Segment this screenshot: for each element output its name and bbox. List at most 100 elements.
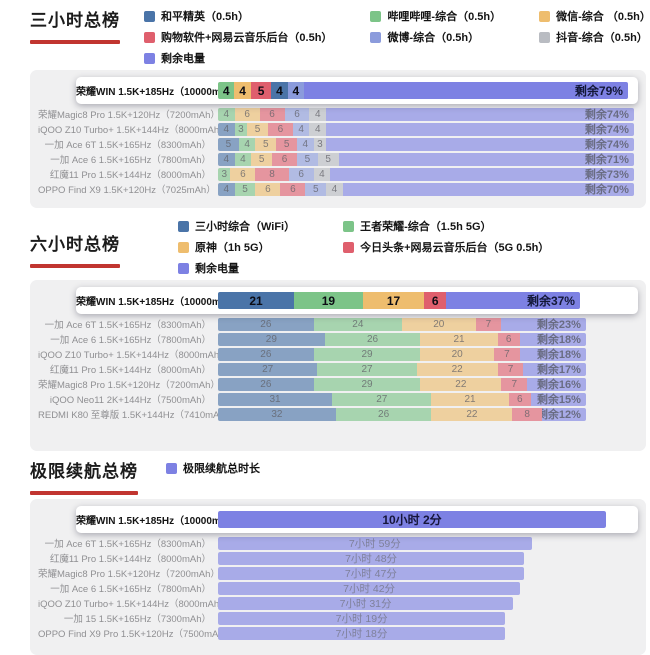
bar-segment: 29	[218, 332, 325, 346]
section-header-endurance: 极限续航总榜 极限续航总时长	[0, 451, 650, 499]
legend-item-label: 极限续航总时长	[183, 463, 260, 475]
bar-segment: 4	[326, 182, 343, 196]
bar-segment: 4	[218, 182, 235, 196]
bar-segment: 5	[305, 182, 327, 196]
legend-item: 哔哩哔哩-综合（0.5h）	[370, 8, 501, 24]
legend-swatch-icon	[343, 220, 355, 232]
bar-segment: 5	[250, 82, 272, 99]
legend-column: 王者荣耀-综合（1.5h 5G） 今日头条+网易云音乐后台（5G 0.5h）	[343, 218, 549, 255]
bar-track: 27 27 22 7 剩余17%	[218, 362, 586, 376]
chart-row: 一加 Ace 6 1.5K+165Hz（7800mAh） 7小时 42分	[38, 581, 638, 595]
chart-row: 荣耀Magic8 Pro 1.5K+120Hz（7200mAh） 26 29 22 7 剩…	[38, 377, 638, 391]
legend-swatch-icon	[144, 10, 155, 22]
bar-track: 7小时 48分	[218, 551, 612, 565]
bar-segment: 5	[317, 152, 339, 166]
bar-segment: 21	[420, 332, 498, 346]
chart-row: 一加 Ace 6T 1.5K+165Hz（8300mAh） 26 24 20 7 剩余23…	[38, 317, 638, 331]
legend-swatch-icon	[178, 220, 189, 232]
bar-segment: 20	[420, 347, 494, 361]
legend-item-label: 微博-综合（0.5h）	[387, 32, 480, 44]
bar-segment: 4	[313, 167, 331, 181]
row-label: 一加 Ace 6T 1.5K+165Hz（8300mAh）	[44, 320, 211, 331]
remaining-segment: 剩余16%	[527, 377, 586, 391]
title-underline	[30, 264, 120, 268]
duration-bar: 7小时 48分	[218, 551, 525, 565]
bar-track: 7小时 19分	[218, 611, 612, 625]
legend-column: 极限续航总时长	[166, 460, 260, 476]
row-label: OPPO Find X9 Pro 1.5K+120Hz（7500mAh）	[38, 629, 218, 640]
remaining-segment: 剩余73%	[330, 167, 634, 181]
bar-segment: 26	[218, 347, 314, 361]
bar-segment: 31	[218, 392, 333, 406]
duration-bar: 10小时 2分	[218, 511, 606, 528]
legend-swatch-icon	[178, 262, 189, 274]
bar-track: 29 26 21 6 剩余18%	[218, 332, 586, 346]
bar-segment: 27	[332, 392, 432, 406]
row-label: iQOO Z10 Turbo+ 1.5K+144Hz（8000mAh）	[38, 599, 218, 610]
legend-item-label: 哔哩哔哩-综合（0.5h）	[387, 11, 502, 23]
chart-row: iQOO Neo11 2K+144Hz（7500mAh） 31 27 21 6 剩余15%	[38, 392, 638, 406]
bar-segment: 4	[309, 122, 327, 136]
legend-item: 购物软件+网易云音乐后台（0.5h）	[144, 29, 332, 45]
row-label: 红魔11 Pro 1.5K+144Hz（8000mAh）	[49, 170, 211, 181]
bar-segment: 29	[313, 377, 421, 391]
remaining-segment: 剩余70%	[342, 182, 634, 196]
row-label: 荣耀WIN 1.5K+185Hz（10000mAh）	[76, 87, 218, 98]
legend-item: 王者荣耀-综合（1.5h 5G）	[343, 218, 549, 234]
bar-segment: 4	[218, 122, 235, 136]
remaining-segment: 剩余74%	[326, 122, 634, 136]
bar-segment: 4	[287, 82, 305, 99]
bar-segment: 6	[280, 182, 306, 196]
bar-segment: 4	[297, 137, 314, 151]
duration-bar: 7小时 18分	[218, 626, 505, 640]
row-label: 一加 Ace 6T 1.5K+165Hz（8300mAh）	[44, 539, 211, 550]
chart-row: 荣耀Magic8 Pro 1.5K+120Hz（7200mAh） 7小时 47分	[38, 566, 638, 580]
legend-6h: 三小时综合（WiFi） 原神（1h 5G） 剩余电量 王者荣耀-综合（1.5h 5G）…	[178, 218, 549, 276]
bar-segment: 6	[255, 182, 281, 196]
duration-bar: 7小时 59分	[218, 536, 532, 550]
bar-segment: 26	[218, 317, 314, 331]
chart-row: 荣耀WIN 1.5K+185Hz（10000mAh）10小时 2分	[76, 506, 638, 533]
bar-segment: 5	[276, 137, 298, 151]
remaining-segment: 剩余18%	[519, 332, 586, 346]
bar-segment: 19	[294, 292, 363, 309]
bar-segment: 22	[420, 377, 502, 391]
legend-3h: 和平精英（0.5h） 购物软件+网易云音乐后台（0.5h） 剩余电量 哔哩哔哩-综合（…	[144, 8, 650, 66]
bar-segment: 5	[247, 122, 268, 136]
section-title-block-6h: 六小时总榜	[30, 230, 120, 268]
section-title-endurance: 极限续航总榜	[30, 462, 138, 481]
bar-segment: 4	[309, 107, 327, 121]
bar-segment: 6	[272, 152, 297, 166]
bar-segment: 4	[234, 82, 251, 99]
bar-segment: 22	[416, 362, 498, 376]
bar-segment: 7	[475, 317, 502, 331]
chart-row: iQOO Z10 Turbo+ 1.5K+144Hz（8000mAh） 7小时 3…	[38, 596, 638, 610]
chart-row: 一加 15 1.5K+165Hz（7300mAh） 7小时 19分	[38, 611, 638, 625]
chart-row: 红魔11 Pro 1.5K+144Hz（8000mAh） 7小时 48分	[38, 551, 638, 565]
legend-item-label: 原神（1h 5G）	[195, 242, 270, 254]
title-underline	[30, 40, 120, 44]
bar-segment: 3	[313, 137, 327, 151]
legend-item: 剩余电量	[144, 50, 332, 66]
chart-3h: 荣耀WIN 1.5K+185Hz（10000mAh）44544剩余79%荣耀Ma…	[30, 70, 646, 208]
section-title-block-endurance: 极限续航总榜	[30, 457, 138, 495]
legend-column: 哔哩哔哩-综合（0.5h） 微博-综合（0.5h）	[370, 8, 501, 45]
section-header-3h: 三小时总榜 和平精英（0.5h） 购物软件+网易云音乐后台（0.5h） 剩余电量 哔哩…	[0, 0, 650, 70]
chart-row: 一加 Ace 6 1.5K+165Hz（7800mAh） 4 4 5 6 5 5 剩余71%	[38, 152, 638, 166]
bar-track: 26 29 22 7 剩余16%	[218, 377, 586, 391]
legend-item-label: 购物软件+网易云音乐后台（0.5h）	[161, 32, 333, 44]
bar-segment: 8	[255, 167, 289, 181]
legend-item-label: 今日头条+网易云音乐后台（5G 0.5h）	[360, 242, 550, 254]
bar-segment: 6	[424, 292, 447, 309]
bar-segment: 4	[271, 82, 288, 99]
bar-segment: 32	[218, 407, 336, 421]
row-label: 一加 Ace 6 1.5K+165Hz（7800mAh）	[50, 155, 211, 166]
row-label: 荣耀Magic8 Pro 1.5K+120Hz（7200mAh）	[38, 110, 218, 121]
duration-bar: 7小时 42分	[218, 581, 521, 595]
bar-track: 7小时 59分	[218, 536, 612, 550]
legend-swatch-icon	[144, 52, 155, 64]
